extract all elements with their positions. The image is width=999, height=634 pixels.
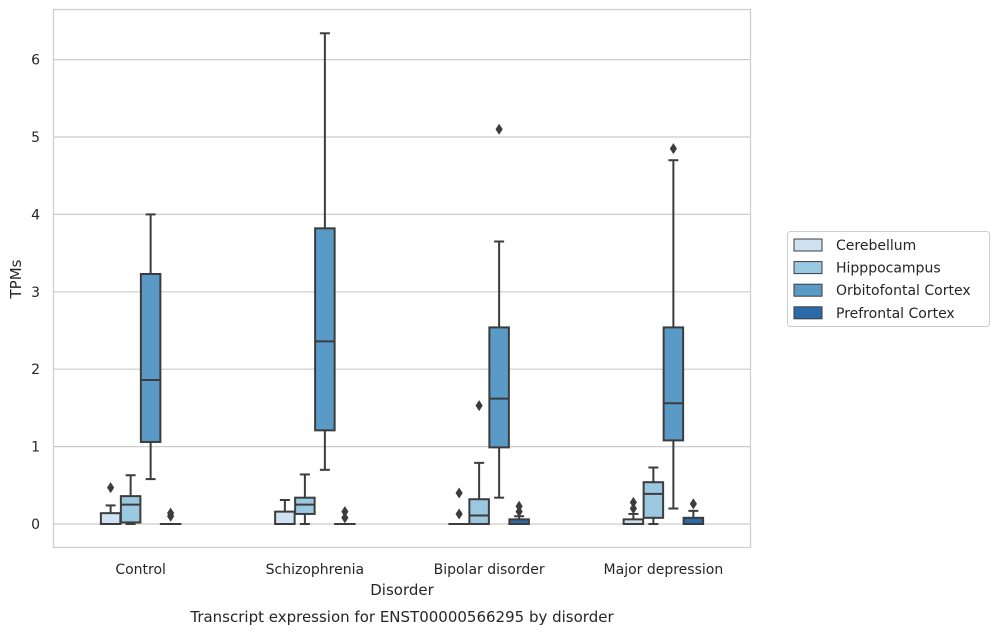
legend-label: Cerebellum	[836, 238, 916, 254]
box	[314, 227, 336, 432]
x-tick-label: Schizophrenia	[266, 562, 364, 578]
y-axis-title: TPMs	[7, 259, 25, 299]
x-tick-label: Control	[115, 562, 166, 578]
plot-frame	[52, 8, 752, 549]
outlier-marker	[629, 496, 637, 508]
box-group	[159, 507, 182, 526]
y-tick-label: 3	[31, 285, 40, 301]
outlier-marker	[629, 503, 637, 515]
box	[119, 495, 142, 524]
y-axis-ticks: 0 1 2 3 4 5 6	[31, 53, 40, 533]
box-group	[508, 500, 530, 526]
box	[488, 326, 510, 449]
x-tick-label: Bipolar disorder	[434, 562, 545, 578]
outlier-marker	[689, 498, 697, 510]
legend-swatch	[793, 261, 823, 275]
legend-swatch	[793, 306, 823, 320]
outlier-marker	[515, 500, 523, 512]
box	[274, 510, 296, 525]
box-group	[274, 499, 296, 525]
y-tick-label: 2	[31, 362, 40, 378]
x-axis-title: Disorder	[370, 581, 434, 599]
grid-lines	[53, 58, 751, 525]
box-group	[448, 487, 470, 526]
legend: Cerebellum Hipppocampus Orbitofontal Corte…	[787, 231, 990, 327]
box	[468, 498, 490, 525]
y-tick-label: 5	[31, 130, 40, 146]
y-tick-label: 4	[31, 207, 40, 223]
box	[662, 326, 685, 442]
outlier-marker	[167, 507, 175, 519]
legend-swatch	[793, 283, 823, 297]
box-group	[119, 474, 142, 525]
box	[642, 481, 665, 519]
outlier-marker	[475, 400, 483, 412]
outlier-marker	[341, 512, 349, 524]
box-group	[139, 213, 162, 481]
outlier-marker	[455, 508, 463, 520]
box	[294, 496, 316, 515]
box-group	[294, 473, 316, 525]
y-tick-label: 6	[31, 53, 40, 69]
plot-boxes	[99, 32, 705, 526]
outlier-marker	[669, 143, 677, 155]
legend-swatch	[793, 238, 823, 252]
box-group	[334, 506, 356, 526]
y-tick-label: 0	[31, 517, 40, 533]
x-tick-label: Major depression	[604, 562, 724, 578]
box-group	[99, 482, 122, 526]
chart-caption: Transcript expression for ENST0000056629…	[189, 608, 614, 626]
box-group	[468, 400, 490, 525]
box-group	[662, 143, 685, 510]
outlier-marker	[495, 123, 503, 135]
outlier-marker	[455, 487, 463, 499]
legend-label: Hipppocampus	[836, 261, 941, 277]
legend-label: Orbitofontal Cortex	[836, 283, 971, 299]
outlier-marker	[341, 506, 349, 518]
y-tick-label: 1	[31, 440, 40, 456]
box	[139, 272, 162, 443]
box-group	[488, 123, 510, 499]
outlier-marker	[107, 482, 115, 494]
box-group	[642, 466, 665, 525]
legend-label: Prefrontal Cortex	[836, 306, 955, 322]
box	[99, 512, 122, 526]
box-group	[314, 32, 336, 471]
x-axis-ticks: Control Schizophrenia Bipolar disorder Majo…	[115, 562, 723, 578]
box-group	[682, 498, 705, 525]
box-group	[622, 496, 645, 526]
legend-frame	[787, 231, 990, 327]
